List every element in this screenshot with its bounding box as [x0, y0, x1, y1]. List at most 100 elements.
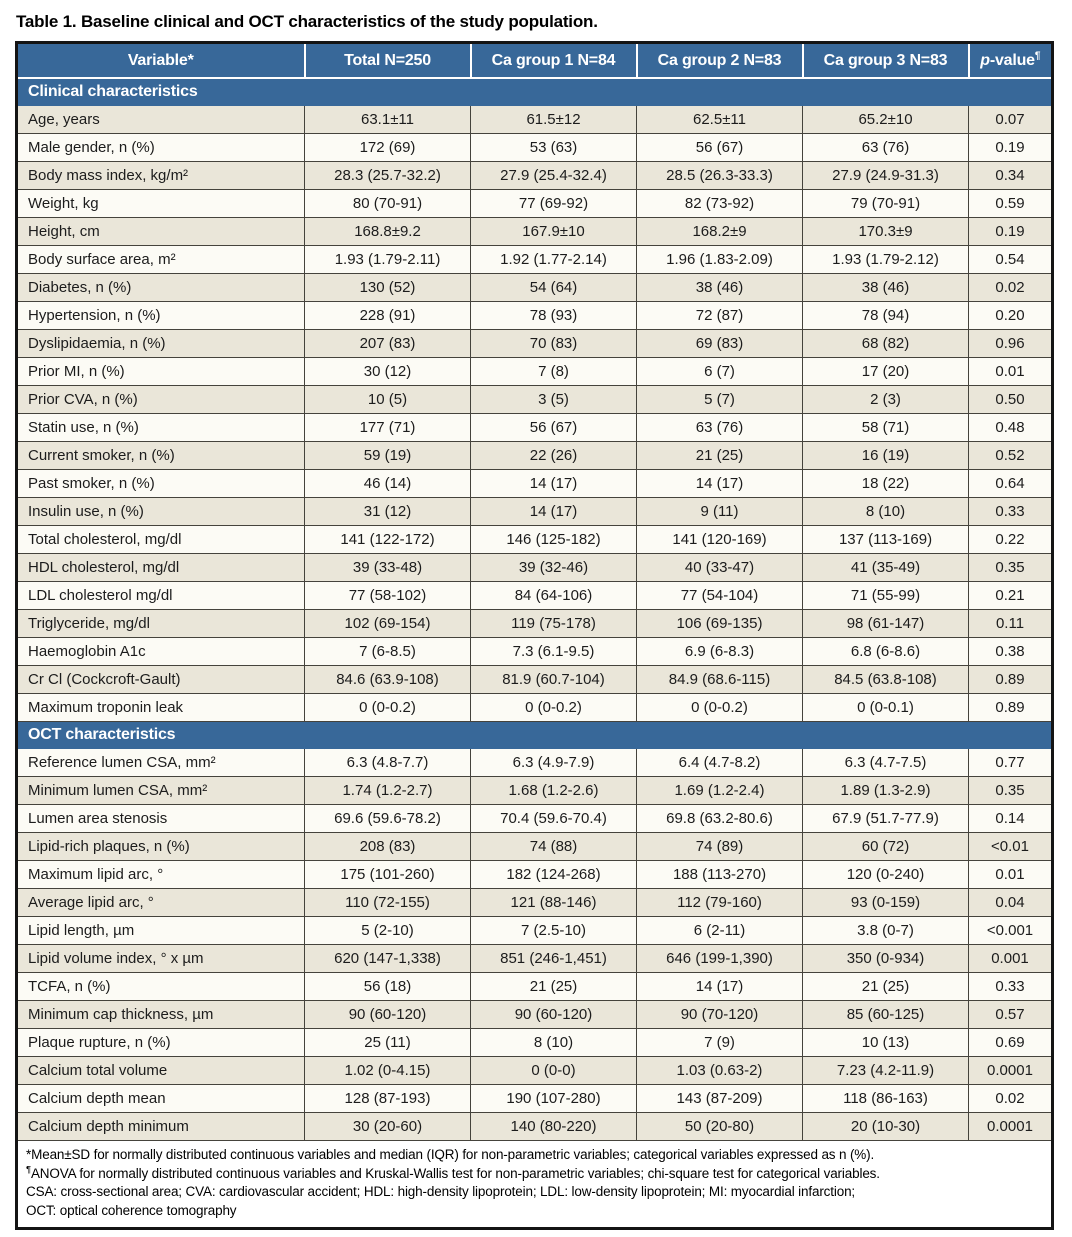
table-row: Haemoglobin A1c 7 (6-8.5) 7.3 (6.1-9.5) 6.9…	[16, 637, 1053, 666]
table-row: Minimum lumen CSA, mm² 1.74 (1.2-2.7) 1.68…	[16, 776, 1053, 805]
value-cell: 6 (2-11)	[636, 916, 803, 945]
value-cell: 77 (54-104)	[636, 581, 803, 610]
value-cell: 0 (0-0.2)	[636, 693, 803, 722]
variable-cell: Average lipid arc, °	[16, 888, 305, 917]
variable-cell: Hypertension, n (%)	[16, 301, 305, 330]
value-cell: 65.2±10	[802, 105, 969, 134]
variable-cell: Body surface area, m²	[16, 245, 305, 274]
pvalue-cell: 0.33	[968, 972, 1053, 1001]
variable-cell: Lipid-rich plaques, n (%)	[16, 832, 305, 861]
table-row: Plaque rupture, n (%) 25 (11) 8 (10) 7 (9) 1…	[16, 1028, 1053, 1057]
value-cell: 141 (120-169)	[636, 525, 803, 554]
pvalue-cell: 0.22	[968, 525, 1053, 554]
table-row: Maximum troponin leak 0 (0-0.2) 0 (0-0.2) 0…	[16, 693, 1053, 722]
footnote-line-1: *Mean±SD for normally distributed contin…	[26, 1147, 875, 1162]
table-row: Diabetes, n (%) 130 (52) 54 (64) 38 (46) 38 …	[16, 273, 1053, 302]
value-cell: 31 (12)	[304, 497, 471, 526]
value-cell: 6.3 (4.9-7.9)	[470, 748, 637, 777]
value-cell: 6.4 (4.7-8.2)	[636, 748, 803, 777]
value-cell: 130 (52)	[304, 273, 471, 302]
value-cell: 168.8±9.2	[304, 217, 471, 246]
value-cell: 175 (101-260)	[304, 860, 471, 889]
pvalue-cell: 0.35	[968, 776, 1053, 805]
pvalue-cell: 0.0001	[968, 1056, 1053, 1085]
variable-cell: Calcium depth mean	[16, 1084, 305, 1113]
pvalue-cell: 0.01	[968, 357, 1053, 386]
variable-cell: Haemoglobin A1c	[16, 637, 305, 666]
value-cell: 119 (75-178)	[470, 609, 637, 638]
value-cell: 1.69 (1.2-2.4)	[636, 776, 803, 805]
value-cell: 6 (7)	[636, 357, 803, 386]
section-label: OCT characteristics	[16, 721, 1053, 749]
value-cell: 3 (5)	[470, 385, 637, 414]
variable-cell: HDL cholesterol, mg/dl	[16, 553, 305, 582]
pvalue-cell: 0.01	[968, 860, 1053, 889]
table-title: Table 1. Baseline clinical and OCT chara…	[16, 12, 598, 31]
table-row: HDL cholesterol, mg/dl 39 (33-48) 39 (32-4…	[16, 553, 1053, 582]
value-cell: 170.3±9	[802, 217, 969, 246]
value-cell: 14 (17)	[636, 469, 803, 498]
pvalue-cell: 0.57	[968, 1000, 1053, 1029]
variable-cell: Age, years	[16, 105, 305, 134]
value-cell: 0 (0-0.2)	[470, 693, 637, 722]
pvalue-cell: 0.38	[968, 637, 1053, 666]
variable-cell: Height, cm	[16, 217, 305, 246]
variable-cell: Lumen area stenosis	[16, 804, 305, 833]
value-cell: 84.9 (68.6-115)	[636, 665, 803, 694]
value-cell: 1.03 (0.63-2)	[636, 1056, 803, 1085]
value-cell: 63 (76)	[636, 413, 803, 442]
table-row: Prior CVA, n (%) 10 (5) 3 (5) 5 (7) 2 (3) 0.5…	[16, 385, 1053, 414]
variable-cell: Dyslipidaemia, n (%)	[16, 329, 305, 358]
value-cell: 140 (80-220)	[470, 1112, 637, 1141]
value-cell: 54 (64)	[470, 273, 637, 302]
pvalue-cell: 0.21	[968, 581, 1053, 610]
table-row: TCFA, n (%) 56 (18) 21 (25) 14 (17) 21 (25) 0…	[16, 972, 1053, 1001]
value-cell: 21 (25)	[636, 441, 803, 470]
column-header-pvalue: p-value¶	[967, 42, 1053, 79]
value-cell: 182 (124-268)	[470, 860, 637, 889]
pvalue-cell: 0.48	[968, 413, 1053, 442]
value-cell: 168.2±9	[636, 217, 803, 246]
table-row: Calcium depth mean 128 (87-193) 190 (107-2…	[16, 1084, 1053, 1113]
table-row: Calcium total volume 1.02 (0-4.15) 0 (0-0)…	[16, 1056, 1053, 1085]
value-cell: 6.3 (4.7-7.5)	[802, 748, 969, 777]
value-cell: 5 (2-10)	[304, 916, 471, 945]
value-cell: 30 (12)	[304, 357, 471, 386]
value-cell: 90 (70-120)	[636, 1000, 803, 1029]
footnote-line-4: OCT: optical coherence tomography	[26, 1202, 237, 1218]
section-header-oct: OCT characteristics	[16, 721, 1053, 749]
value-cell: 69.8 (63.2-80.6)	[636, 804, 803, 833]
value-cell: 14 (17)	[470, 497, 637, 526]
value-cell: 77 (58-102)	[304, 581, 471, 610]
value-cell: 1.02 (0-4.15)	[304, 1056, 471, 1085]
value-cell: 53 (63)	[470, 133, 637, 162]
value-cell: 90 (60-120)	[470, 1000, 637, 1029]
value-cell: 25 (11)	[304, 1028, 471, 1057]
table-header-row: Variable* Total N=250 Ca group 1 N=84 Ca gr…	[16, 42, 1053, 79]
value-cell: 84.6 (63.9-108)	[304, 665, 471, 694]
value-cell: 79 (70-91)	[802, 189, 969, 218]
variable-cell: Maximum troponin leak	[16, 693, 305, 722]
pvalue-cell: 0.0001	[968, 1112, 1053, 1141]
study-table: Variable* Total N=250 Ca group 1 N=84 Ca gr…	[15, 41, 1054, 1230]
value-cell: 7.23 (4.2-11.9)	[802, 1056, 969, 1085]
value-cell: 141 (122-172)	[304, 525, 471, 554]
value-cell: 851 (246-1,451)	[470, 944, 637, 973]
value-cell: 78 (94)	[802, 301, 969, 330]
value-cell: 20 (10-30)	[802, 1112, 969, 1141]
pvalue-cell: 0.33	[968, 497, 1053, 526]
value-cell: 56 (67)	[636, 133, 803, 162]
value-cell: 16 (19)	[802, 441, 969, 470]
pvalue-cell: 0.14	[968, 804, 1053, 833]
value-cell: 63 (76)	[802, 133, 969, 162]
value-cell: 70.4 (59.6-70.4)	[470, 804, 637, 833]
table-row: Average lipid arc, ° 110 (72-155) 121 (88-…	[16, 888, 1053, 917]
value-cell: 84.5 (63.8-108)	[802, 665, 969, 694]
value-cell: 90 (60-120)	[304, 1000, 471, 1029]
value-cell: 67.9 (51.7-77.9)	[802, 804, 969, 833]
value-cell: 70 (83)	[470, 329, 637, 358]
footnote-line-2: ¶ANOVA for normally distributed continuo…	[26, 1164, 880, 1181]
table-row: Weight, kg 80 (70-91) 77 (69-92) 82 (73-92)…	[16, 189, 1053, 218]
value-cell: 38 (46)	[636, 273, 803, 302]
